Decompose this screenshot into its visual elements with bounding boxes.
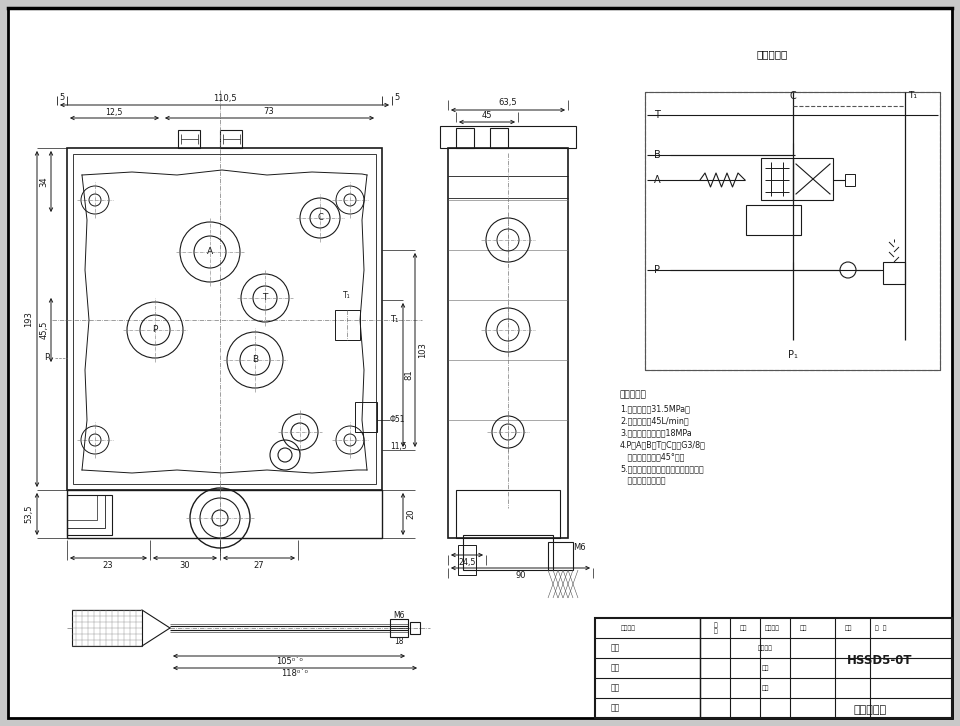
Text: 件
数: 件 数 (714, 622, 718, 634)
Text: A: A (654, 175, 660, 185)
Text: 批准: 批准 (761, 685, 769, 691)
Bar (390, 619, 408, 637)
Text: T₁: T₁ (390, 316, 398, 325)
Text: 汤渗硬度为标准。: 汤渗硬度为标准。 (620, 476, 665, 485)
Bar (490, 128, 508, 148)
Text: 24,5: 24,5 (458, 558, 476, 566)
Text: C: C (790, 91, 797, 101)
Bar (178, 130, 200, 148)
Bar (883, 262, 905, 284)
Bar (67, 490, 382, 538)
Bar (73, 154, 376, 484)
Text: HSSD5-0T: HSSD5-0T (848, 653, 913, 666)
Text: 53,5: 53,5 (25, 505, 34, 523)
Text: 零件图号: 零件图号 (764, 625, 780, 631)
Text: 90: 90 (516, 571, 526, 579)
Text: 技术参数：: 技术参数： (620, 390, 647, 399)
Text: 审核: 审核 (761, 665, 769, 671)
Text: 45: 45 (482, 112, 492, 121)
Bar (67, 148, 382, 490)
Bar (645, 92, 940, 370)
Text: 20: 20 (406, 509, 416, 519)
Bar (793, 158, 833, 200)
Text: T₁: T₁ (343, 290, 350, 300)
Bar (220, 130, 242, 148)
Bar (410, 622, 420, 634)
Bar (548, 542, 573, 570)
Bar (355, 402, 377, 432)
Text: 一路多路阀: 一路多路阀 (853, 705, 887, 715)
Text: 5: 5 (60, 94, 64, 102)
Text: P₁: P₁ (788, 350, 798, 360)
Text: 制图: 制图 (611, 643, 619, 653)
Text: M6: M6 (573, 544, 586, 552)
Text: P: P (44, 354, 50, 362)
Text: 193: 193 (25, 311, 34, 327)
Text: 液压原理图: 液压原理图 (756, 49, 788, 59)
Text: 1.额定压力：31.5MPa。: 1.额定压力：31.5MPa。 (620, 404, 690, 413)
Text: C: C (317, 213, 323, 222)
Text: P: P (654, 265, 660, 275)
Text: 105⁰˙⁰: 105⁰˙⁰ (276, 658, 302, 666)
Text: Φ51: Φ51 (390, 415, 405, 425)
Bar (645, 92, 940, 370)
Text: 73: 73 (264, 107, 275, 116)
Text: 63,5: 63,5 (498, 99, 517, 107)
Text: 4.P、A、B、T、C口为G3/8，: 4.P、A、B、T、C口为G3/8， (620, 440, 706, 449)
Text: 审核: 审核 (611, 664, 619, 672)
Text: 103: 103 (419, 342, 427, 358)
Text: T: T (654, 110, 660, 120)
Text: 清律孔进口倒觓45°觓。: 清律孔进口倒觓45°觓。 (620, 452, 684, 461)
Bar (456, 490, 560, 538)
Bar (440, 126, 576, 148)
Bar (67, 495, 105, 528)
Text: 27: 27 (253, 560, 264, 569)
Bar (67, 495, 112, 535)
Text: M6: M6 (394, 611, 405, 619)
Text: 3.先导阀开启压力：18MPa: 3.先导阀开启压力：18MPa (620, 428, 692, 437)
Bar (595, 618, 952, 718)
Bar (448, 148, 568, 538)
Text: 质量: 质量 (739, 625, 747, 631)
Text: 图号: 图号 (844, 625, 852, 631)
Text: 23: 23 (103, 560, 113, 569)
Text: 81: 81 (404, 370, 414, 380)
Text: T: T (262, 293, 268, 303)
Text: 18: 18 (395, 637, 404, 646)
Bar (72, 610, 142, 646)
Text: 5: 5 (395, 94, 399, 102)
Bar (761, 158, 793, 200)
Text: 45,5: 45,5 (39, 321, 49, 339)
Text: 材料: 材料 (800, 625, 806, 631)
Text: 批准: 批准 (611, 703, 619, 712)
Bar (463, 535, 553, 570)
Text: 110,5: 110,5 (213, 94, 236, 102)
Text: 5.未注明公差属中，全部锐化处理外，: 5.未注明公差属中，全部锐化处理外， (620, 464, 704, 473)
Text: B: B (252, 356, 258, 364)
Text: 118⁰˙⁰: 118⁰˙⁰ (281, 669, 308, 679)
Text: T₁: T₁ (908, 91, 917, 100)
Bar (335, 310, 360, 340)
Text: 工艺: 工艺 (611, 683, 619, 693)
Bar (458, 545, 476, 575)
Text: 12,5: 12,5 (106, 107, 123, 116)
Bar (456, 128, 474, 148)
Text: A: A (207, 248, 213, 256)
Bar (845, 174, 855, 186)
Text: 34: 34 (39, 176, 49, 187)
Polygon shape (142, 610, 170, 646)
Text: 11,5: 11,5 (390, 443, 407, 452)
Text: 30: 30 (180, 560, 190, 569)
Text: 共  页: 共 页 (876, 625, 887, 631)
Bar (67, 495, 97, 520)
Text: 材料名称: 材料名称 (620, 625, 636, 631)
Text: P: P (153, 325, 157, 335)
Text: B: B (654, 150, 660, 160)
Text: 2.额定流量：45L/min。: 2.额定流量：45L/min。 (620, 416, 688, 425)
Bar (746, 205, 801, 235)
Text: 图样标记: 图样标记 (757, 645, 773, 650)
